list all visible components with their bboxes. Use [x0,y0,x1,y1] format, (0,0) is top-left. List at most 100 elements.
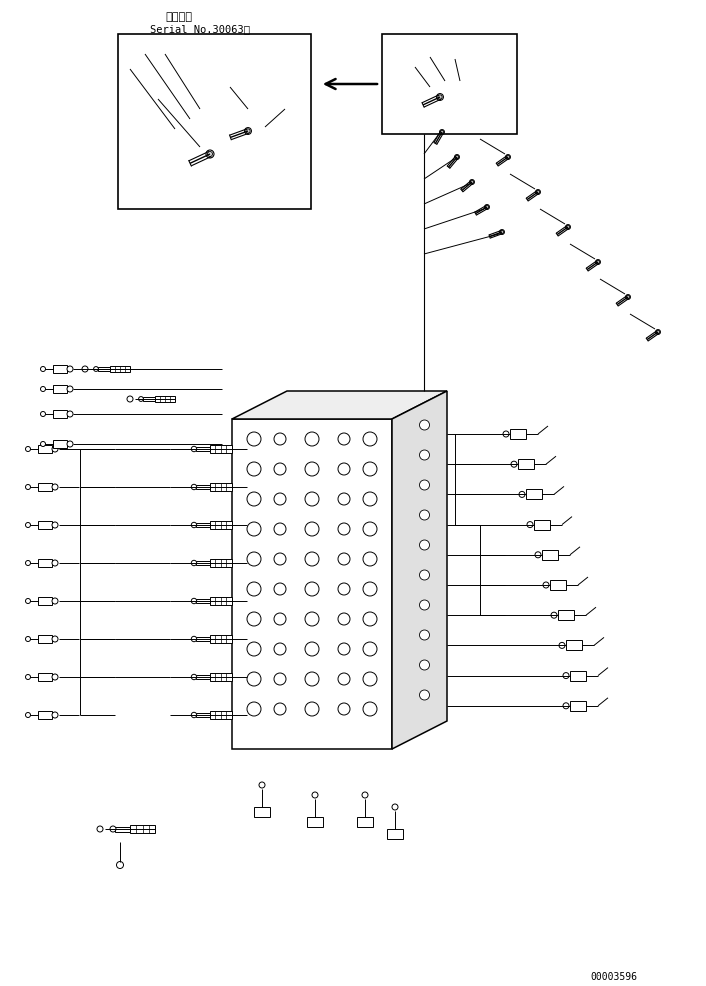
Circle shape [419,600,429,610]
Bar [196,561,210,566]
Circle shape [67,387,73,392]
Circle shape [626,295,630,300]
Circle shape [419,630,429,640]
Circle shape [191,599,197,604]
Circle shape [208,153,213,158]
Bar [196,599,210,603]
Circle shape [338,434,350,446]
Circle shape [436,95,443,102]
Circle shape [419,480,429,490]
Bar [534,520,550,530]
Bar [570,670,586,681]
Circle shape [67,411,73,418]
Bar [196,524,210,528]
Circle shape [657,331,659,334]
Circle shape [247,462,261,476]
Circle shape [551,612,557,618]
Bar [196,713,210,718]
Circle shape [191,713,197,718]
Circle shape [363,583,377,597]
Circle shape [392,805,398,810]
Bar [38,598,52,605]
Circle shape [247,492,261,507]
Circle shape [274,584,286,596]
Bar [550,581,566,591]
Circle shape [274,643,286,656]
Circle shape [469,180,474,185]
Bar [518,459,534,469]
Circle shape [563,703,569,709]
Circle shape [247,552,261,566]
Circle shape [519,492,525,498]
Circle shape [247,672,261,686]
Bar [53,410,67,419]
Circle shape [191,561,197,566]
Circle shape [505,156,510,161]
Circle shape [247,523,261,536]
Circle shape [25,637,30,642]
Bar [98,368,110,372]
Bar [566,641,582,651]
Circle shape [40,367,45,372]
Bar [38,446,52,454]
Circle shape [247,583,261,597]
Bar [307,817,323,827]
Circle shape [486,206,489,209]
Bar [210,560,232,567]
Circle shape [500,231,504,236]
Bar [558,610,574,620]
Circle shape [259,782,265,788]
Circle shape [305,612,319,626]
Circle shape [363,552,377,566]
Bar [210,446,232,454]
Bar [210,484,232,491]
Bar [196,448,210,452]
Circle shape [363,672,377,686]
Circle shape [440,130,444,135]
Polygon shape [392,391,447,749]
Circle shape [338,584,350,596]
Circle shape [305,583,319,597]
Circle shape [25,561,30,566]
Circle shape [305,642,319,657]
Circle shape [656,330,660,335]
Circle shape [274,434,286,446]
Circle shape [25,713,30,718]
Circle shape [191,674,197,680]
Circle shape [536,190,540,195]
Bar [254,808,270,817]
Circle shape [559,643,565,649]
Circle shape [527,522,533,528]
Circle shape [305,492,319,507]
Text: 00003596: 00003596 [590,971,637,981]
Circle shape [25,674,30,679]
Circle shape [67,442,73,448]
Circle shape [274,673,286,685]
Circle shape [191,447,197,453]
Bar [115,826,130,831]
Circle shape [338,463,350,475]
Circle shape [597,261,599,264]
Circle shape [52,447,58,453]
Circle shape [274,553,286,565]
Circle shape [455,157,458,160]
Circle shape [52,599,58,604]
Circle shape [52,674,58,680]
Circle shape [470,181,474,184]
Bar [210,636,232,643]
Circle shape [52,484,58,490]
Circle shape [244,128,251,135]
Circle shape [67,367,73,373]
Circle shape [363,462,377,476]
Circle shape [596,260,600,265]
Circle shape [305,462,319,476]
Bar [143,397,155,401]
Circle shape [363,433,377,447]
Circle shape [363,492,377,507]
Circle shape [305,672,319,686]
Bar [357,817,373,827]
Circle shape [40,387,45,392]
Bar [110,367,130,373]
Circle shape [52,636,58,642]
Circle shape [52,712,58,718]
